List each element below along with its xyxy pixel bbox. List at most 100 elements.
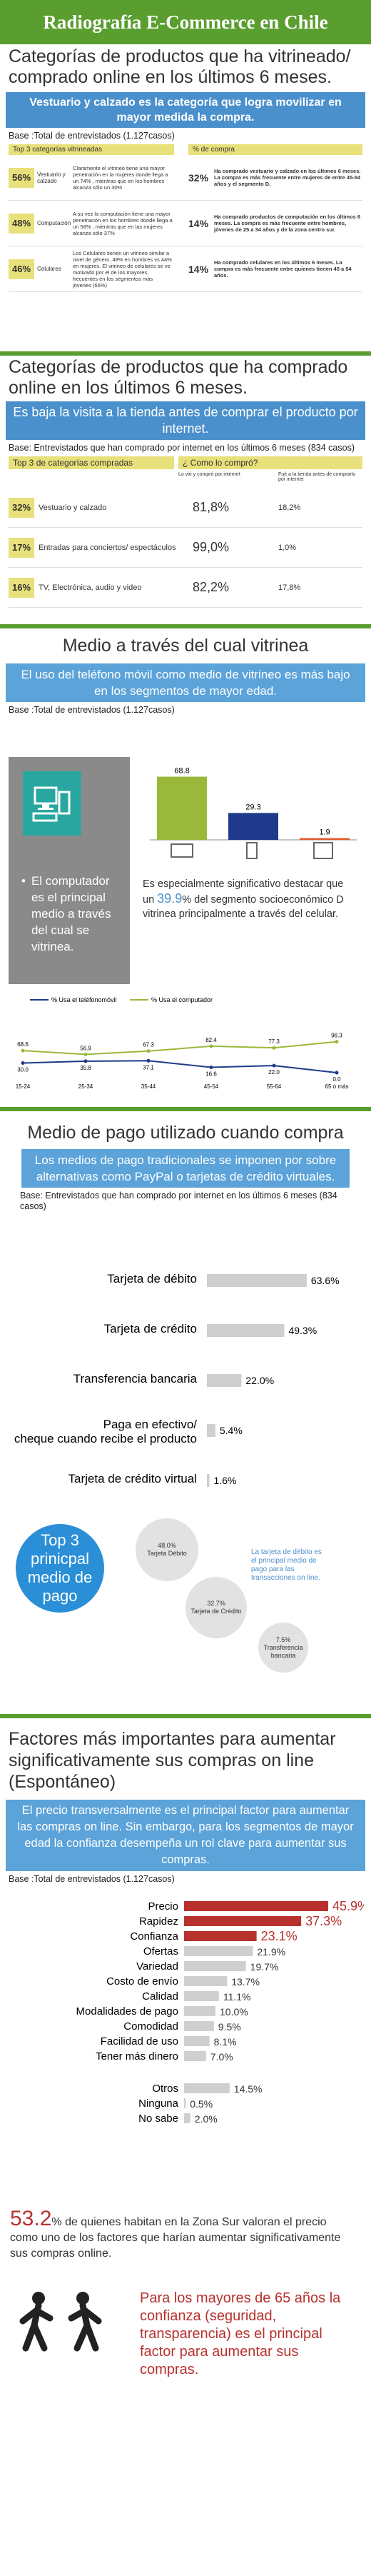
x-tick-label: 25-34 [78,1083,93,1090]
divider [0,624,371,628]
s1-band: Vestuario y calzado es la categoría que … [6,92,365,128]
category-label: Tarjeta de crédito [104,1322,197,1335]
divider [0,1107,371,1111]
s2-row-cat: Entradas para conciertos/ espectáculos [39,543,176,552]
factor-bar [184,1976,228,1986]
bar-value-label: 37.3% [305,1914,342,1928]
bar-value-label: 5.4% [220,1425,243,1436]
bar-value-label: 8.1% [214,2036,237,2048]
factors-bar-chart: Precio 45.9% Rapidez 37.3% Confianza 23.1% Ofe… [76,1899,364,2125]
s1-row-pct: 56% [9,167,34,188]
s1-row-cat: Computación [37,220,71,226]
s1-row: 48% Computación A su vez la computación ti… [9,201,362,246]
category-label: Tarjeta de crédito virtual [68,1472,197,1485]
x-tick-label: 15-24 [16,1083,31,1090]
bar-value-label: 2.0% [195,2113,218,2125]
bar-value-label: 11.1% [223,1991,251,2003]
divider [0,1714,371,1718]
top3-circle: Top 3 prinicpal medio de pago [16,1524,104,1613]
bubble-label: Tarjeta de Crédito [190,1608,242,1615]
vitrineo-panel: • El computador es el principal medio a t… [9,757,130,984]
laptop-icon [171,843,193,858]
factor-label: Precio [148,1900,178,1913]
s1-row-buydesc: Ha comprado celulares en los últimos 6 m… [214,259,352,279]
factor-bar [184,2098,186,2108]
bubble-note: La tarjeta de débito es el principal med… [251,1548,322,1582]
category-label: Transferencia bancaria [73,1372,198,1385]
vitrineo-line-chart: % Usa el teléfonomóvil 30.0 35.8 37.1 16.6 22… [16,996,349,1090]
point-label: 68.6 [17,1041,29,1048]
data-point [209,1066,213,1070]
s1-row-buy: 32% [188,171,209,184]
bubble-label: Transferencia bancaria [263,1643,303,1659]
category-label: Paga en efectivo/ [103,1418,198,1431]
factor-bar [184,2083,230,2093]
x-tick-label: 65 ó más [325,1083,349,1090]
s2-title: Categorías de productos que ha comprado … [9,357,348,398]
s1-col2: % de compra [188,144,362,155]
data-point [83,1059,88,1063]
point-label: 0.0 [332,1076,341,1083]
bar-value-label: 68.8 [174,767,189,776]
factor-bar [184,2113,190,2123]
section-comprado: Categorías de productos que ha comprado … [0,357,371,608]
factor-label: Calidad [142,1990,178,2003]
s2-row-pct: 32% [9,497,34,518]
section-medio-pago: Medio de pago utilizado cuando compra Lo… [0,1114,371,1673]
s1-row-pct: 46% [9,259,34,279]
s1-row-buy: 14% [188,263,209,275]
data-point [272,1063,276,1068]
factor-bar [184,1916,302,1926]
header-bar: Radiografía E-Commerce en Chile [0,0,371,44]
s1-row-cat: Celulares [37,266,61,272]
bubble-pct: 32.7% [207,1600,225,1607]
factor-bar [184,1946,253,1956]
factor-label: Tener más dinero [96,2050,178,2063]
s5-band: El precio transversalmente es el princip… [6,1800,365,1871]
bubble-pct: 7.5% [275,1635,291,1643]
s1-row: 46% Celulares Los Celulares tienen un vitr… [9,246,362,292]
data-point [335,1040,339,1044]
bar-celular [228,813,278,840]
s3-title: Medio a través del cual vitrinea [62,636,309,656]
people-icon [16,2290,108,2357]
page-title: Radiografía E-Commerce en Chile [43,11,328,33]
bar-value-label: 1.6% [214,1475,237,1486]
payment-bar [207,1374,242,1387]
bar-value-label: 14.5% [234,2083,263,2095]
s1-row-pct: 48% [9,213,34,234]
factor-label: Facilidad de uso [101,2035,178,2048]
data-point [272,1046,276,1050]
s4-band: Los medios de pago tradicionales se impo… [21,1149,350,1188]
point-label: 67.3 [143,1042,154,1048]
section-vitrineado: Categorías de productos que ha vitrinead… [0,44,371,292]
factor-label: Rapidez [139,1915,178,1928]
factor-label: Confianza [130,1930,178,1943]
x-tick-label: 55-64 [267,1083,282,1090]
payment-bubble: 32.7% Tarjeta de Crédito [186,1577,247,1638]
s1-row: 56% Vestuario y calzado Claramente el vitr… [9,155,362,201]
s2-row-pct: 16% [9,577,34,598]
factor-label: Otros [152,2083,178,2095]
point-label: 82.4 [205,1037,217,1043]
x-tick-label: 45-54 [204,1083,219,1090]
device-icons [171,842,333,859]
s1-row-cat: Vestuario y calzado [37,171,66,184]
s2-row-a: 99,0% [193,540,230,554]
s1-row-desc: Los Celulares tienen un vitrineo similar… [73,249,172,289]
computer-icon [23,771,81,836]
s1-title: Categorías de productos que ha vitrinead… [9,46,351,87]
s2-row-pct: 17% [9,537,34,558]
vitrineo-bar-chart: 68.8 29.3 1.9 [150,767,357,859]
vitrineo-left-text: • El computador es el principal medio a t… [21,874,111,953]
s1-row-desc: A su vez la computación tiene una mayor … [73,210,173,236]
bar-value-label: 21.9% [257,1946,285,1958]
s2-band: Es baja la visita a la tienda antes de c… [6,401,365,440]
payment-bar [207,1474,210,1487]
final-note: Para los mayores de 65 años la confianza… [140,2290,341,2377]
payment-bubble: 48.0% Tarjeta Débito [136,1518,198,1581]
s1-row-buy: 14% [188,217,209,229]
s4-base: Base: Entrevistados que han comprado por… [20,1191,337,1211]
data-point [21,1061,25,1065]
bar-value-label: 22.0% [245,1375,274,1386]
